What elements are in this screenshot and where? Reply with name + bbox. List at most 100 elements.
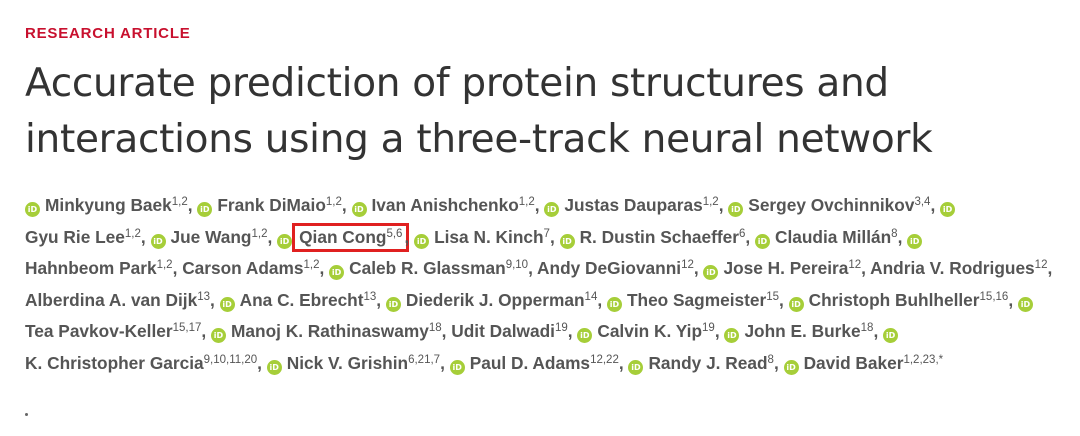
affiliation-marker[interactable]: 1,2: [325, 196, 342, 208]
author-name[interactable]: Paul D. Adams12,22: [470, 353, 619, 373]
affiliation-marker[interactable]: 3,4: [914, 196, 931, 208]
affiliation-marker[interactable]: 15,17: [172, 322, 202, 334]
affiliation-marker[interactable]: 14: [584, 290, 598, 303]
author-name[interactable]: Lisa N. Kinch7: [434, 227, 550, 247]
orcid-icon[interactable]: iD: [385, 296, 401, 312]
author-name[interactable]: John E. Burke18: [744, 321, 873, 341]
affiliation-marker[interactable]: 1,2: [156, 259, 173, 271]
orcid-icon[interactable]: iD: [628, 359, 644, 375]
affiliation-marker[interactable]: 15: [766, 290, 780, 303]
author-name[interactable]: Ana C. Ebrecht13: [240, 290, 377, 310]
orcid-icon[interactable]: iD: [788, 296, 804, 312]
author-name-text: Lisa N. Kinch: [434, 226, 544, 247]
author-highlighted[interactable]: Qian Cong5,6: [292, 222, 410, 252]
affiliation-marker[interactable]: 9,10,11,20: [203, 353, 258, 366]
affiliation-marker[interactable]: 13: [363, 290, 377, 303]
orcid-icon[interactable]: iD: [329, 265, 345, 280]
orcid-icon[interactable]: iD: [577, 328, 593, 343]
affiliation-marker[interactable]: 1,2: [518, 196, 535, 208]
orcid-icon[interactable]: iD: [559, 233, 575, 249]
author-name[interactable]: Diederik J. Opperman14: [406, 290, 597, 310]
author-name[interactable]: R. Dustin Schaeffer6: [580, 227, 746, 247]
author-name[interactable]: Nick V. Grishin6,21,7: [287, 353, 440, 373]
author-name[interactable]: Andria V. Rodrigues12: [870, 258, 1047, 278]
author-name[interactable]: Minkyung Baek1,2: [45, 195, 188, 215]
author-name[interactable]: Theo Sagmeister15: [627, 290, 779, 310]
affiliation-marker[interactable]: 1,2: [303, 259, 320, 271]
author-name-text: Carson Adams: [182, 258, 304, 278]
affiliation-marker[interactable]: 1,2,23,*: [903, 353, 944, 366]
affiliation-marker[interactable]: 8: [767, 353, 774, 366]
orcid-icon[interactable]: iD: [907, 233, 923, 249]
orcid-icon[interactable]: iD: [25, 202, 40, 217]
affiliation-marker[interactable]: 1,2: [251, 227, 268, 240]
affiliation-marker[interactable]: 18: [860, 322, 874, 334]
orcid-icon[interactable]: iD: [351, 202, 367, 217]
author-name[interactable]: Jose H. Pereira12: [723, 258, 861, 278]
affiliation-marker[interactable]: 15,16: [979, 290, 1009, 303]
orcid-icon[interactable]: iD: [703, 265, 719, 280]
affiliation-marker[interactable]: 18: [428, 322, 442, 334]
affiliation-marker[interactable]: 12: [681, 259, 694, 271]
orcid-icon[interactable]: iD: [1017, 296, 1033, 312]
affiliation-marker[interactable]: 8: [891, 227, 898, 240]
article-title: Accurate prediction of protein structure…: [25, 61, 933, 162]
affiliation-marker[interactable]: 12,22: [590, 353, 619, 366]
orcid-icon[interactable]: iD: [940, 202, 956, 217]
affiliation-marker[interactable]: 9,10: [505, 259, 529, 271]
author-name[interactable]: Ivan Anishchenko1,2: [372, 195, 535, 215]
author-name[interactable]: Alberdina A. van Dijk13: [25, 290, 210, 310]
affiliation-marker[interactable]: 19: [554, 322, 568, 334]
author-name[interactable]: David Baker1,2,23,*: [804, 353, 944, 373]
orcid-icon[interactable]: iD: [724, 328, 740, 343]
orcid-icon[interactable]: iD: [783, 359, 799, 375]
affiliation-marker[interactable]: 1,2: [702, 196, 719, 208]
author-name[interactable]: Jue Wang1,2: [171, 227, 268, 247]
affiliation-marker[interactable]: 19: [702, 322, 715, 334]
affiliation-marker[interactable]: 1,2: [171, 196, 188, 208]
author-name[interactable]: Udit Dalwadi19: [451, 321, 568, 341]
orcid-icon[interactable]: iD: [449, 359, 465, 375]
orcid-icon[interactable]: iD: [728, 202, 744, 217]
author-name[interactable]: Christoph Buhlheller15,16: [809, 290, 1009, 310]
orcid-icon[interactable]: iD: [277, 233, 293, 249]
orcid-icon[interactable]: iD: [219, 296, 235, 312]
author-name[interactable]: Gyu Rie Lee1,2: [25, 227, 141, 247]
author-name[interactable]: Tea Pavkov-Keller15,17: [25, 321, 201, 341]
affiliation-marker[interactable]: 1,2: [124, 227, 141, 240]
author-name-text: K. Christopher Garcia: [25, 352, 204, 373]
affiliation-marker[interactable]: 5,6: [386, 227, 403, 240]
author-name[interactable]: Hahnbeom Park1,2: [25, 258, 173, 278]
author-name[interactable]: Frank DiMaio1,2: [217, 195, 342, 215]
affiliation-marker[interactable]: 6,21,7: [408, 353, 441, 366]
orcid-icon[interactable]: iD: [197, 202, 213, 217]
author-name[interactable]: Carson Adams1,2: [182, 258, 319, 278]
author-name-text: Alberdina A. van Dijk: [25, 289, 198, 310]
author-name[interactable]: Caleb R. Glassman9,10: [349, 258, 528, 278]
author-name[interactable]: Sergey Ovchinnikov3,4: [748, 195, 930, 215]
author-name[interactable]: Manoj K. Rathinaswamy18: [231, 321, 442, 341]
affiliation-marker[interactable]: 6: [738, 227, 746, 240]
affiliation-marker[interactable]: 7: [543, 227, 550, 240]
author-name[interactable]: Calvin K. Yip19: [597, 321, 714, 341]
affiliation-marker[interactable]: 12: [1034, 259, 1048, 271]
affiliation-marker[interactable]: 13: [197, 290, 211, 303]
author-name-text: Sergey Ovchinnikov: [748, 195, 915, 215]
author-name[interactable]: K. Christopher Garcia9,10,11,20: [25, 353, 257, 373]
orcid-icon[interactable]: iD: [754, 233, 770, 249]
author-name-text: Calvin K. Yip: [597, 321, 703, 341]
orcid-icon[interactable]: iD: [150, 233, 166, 249]
affiliation-marker[interactable]: 12: [848, 259, 862, 271]
orcid-icon[interactable]: iD: [544, 202, 560, 217]
orcid-icon[interactable]: iD: [414, 233, 430, 249]
author-name[interactable]: Justas Dauparas1,2: [564, 195, 718, 215]
author-name-text: Andy DeGiovanni: [537, 258, 682, 278]
orcid-icon[interactable]: iD: [606, 296, 622, 312]
author-name[interactable]: Randy J. Read8: [648, 353, 774, 373]
author-name-text: Randy J. Read: [648, 352, 768, 373]
orcid-icon[interactable]: iD: [883, 328, 899, 343]
author-name[interactable]: Andy DeGiovanni12: [537, 258, 694, 278]
orcid-icon[interactable]: iD: [211, 328, 226, 343]
author-name[interactable]: Claudia Millán8: [775, 227, 898, 247]
orcid-icon[interactable]: iD: [266, 359, 282, 375]
